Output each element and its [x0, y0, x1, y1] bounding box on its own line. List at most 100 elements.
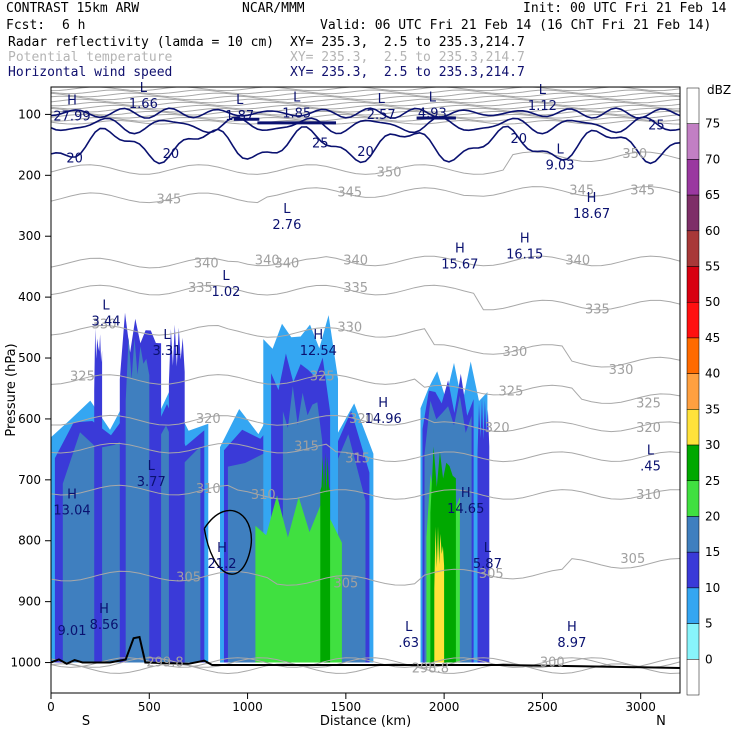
extremum-value: 5.87: [473, 557, 502, 572]
extremum-value: 16.15: [506, 248, 543, 263]
extremum-marker: L: [484, 541, 492, 556]
theta-isoline: [51, 151, 680, 175]
wind-isoline: [51, 107, 680, 119]
theta-label: 340: [343, 254, 368, 269]
field-reflectivity-xy: XY= 235.3, 2.5 to 235.3,214.7: [290, 35, 525, 50]
colorbar-label: 0: [705, 652, 713, 666]
colorbar-swatch: [686, 87, 700, 124]
colorbar-swatch: [686, 444, 700, 482]
y-tick-label: 300: [18, 229, 41, 243]
theta-isoline: [51, 414, 680, 433]
colorbar-swatch: [686, 123, 700, 160]
wind-isoline: [51, 125, 680, 165]
colorbar-swatch: [686, 301, 700, 339]
theta-label: 325: [636, 397, 661, 412]
theta-isoline: [51, 98, 680, 104]
theta-label: 350: [377, 165, 402, 180]
theta-label: 345: [157, 193, 182, 208]
extremum-marker: L: [647, 444, 655, 459]
theta-label: 300: [540, 656, 565, 671]
colorbar-label: 20: [705, 509, 720, 523]
extremum-marker: L: [429, 90, 437, 105]
theta-isoline: [51, 484, 680, 500]
extremum-value: 2.57: [367, 108, 396, 123]
extremum-marker: H: [313, 328, 323, 343]
extremum-marker: L: [140, 81, 148, 96]
theta-label: 298.8: [412, 662, 449, 677]
model-title: CONTRAST 15km ARW: [6, 1, 140, 16]
colorbar-swatch: [686, 623, 700, 660]
extremum-value: 14.96: [365, 412, 402, 427]
colorbar-swatch: [686, 230, 700, 267]
colorbar-label: 60: [705, 224, 720, 238]
theta-label: 320: [349, 412, 374, 427]
theta-label: 330: [609, 363, 634, 378]
y-tick-label: 100: [18, 107, 41, 121]
wind-isoline: [51, 116, 680, 135]
extremum-value: .45: [640, 460, 661, 475]
colorbar-label: 70: [705, 152, 720, 166]
theta-label: 325: [70, 369, 95, 384]
wind-label: 25: [648, 118, 665, 133]
theta-label: 320: [636, 421, 661, 436]
colorbar-swatch: [686, 551, 700, 589]
theta-isoline: [51, 104, 680, 110]
theta-isoline: [51, 663, 680, 675]
x-end-left: S: [82, 714, 90, 729]
extremum-value: 1.87: [225, 109, 254, 124]
x-tick-label: 0: [47, 700, 55, 714]
theta-label: 345: [630, 184, 655, 199]
theta-isoline: [51, 374, 680, 404]
field-wind-xy: XY= 235.3, 2.5 to 235.3,214.7: [290, 65, 525, 80]
forecast-hour: 6 h: [62, 18, 86, 33]
colorbar-swatch: [686, 266, 700, 303]
extremum-value: 3.44: [92, 315, 121, 330]
x-axis-label: Distance (km): [320, 714, 411, 729]
theta-label: 305: [620, 552, 645, 567]
theta-label: 315: [345, 452, 370, 467]
theta-label: 299.8: [146, 656, 183, 671]
theta-isoline: [51, 107, 680, 113]
theta-label: 335: [188, 281, 213, 296]
theta-label: 325: [310, 369, 335, 384]
extremum-marker: H: [461, 486, 471, 501]
theta-label: 340: [274, 257, 299, 272]
extremum-value: 14.65: [447, 502, 484, 517]
valid-time: Valid: 06 UTC Fri 21 Feb 14 (16 ChT Fri …: [320, 18, 712, 33]
extremum-marker: L: [222, 269, 230, 284]
x-tick-label: 500: [138, 700, 161, 714]
colorbar-label: 5: [705, 617, 713, 631]
plot-frame: [50, 86, 681, 694]
x-tick-label: 2500: [527, 700, 558, 714]
theta-label: 315: [294, 439, 319, 454]
theta-isoline: [51, 284, 680, 311]
colorbar-label: 15: [705, 545, 720, 559]
extremum-marker: H: [67, 487, 77, 502]
extremum-value: 1.12: [528, 99, 557, 114]
reflectivity-cell: [168, 324, 185, 663]
theta-label: 305: [176, 570, 201, 585]
y-tick-label: 500: [18, 351, 41, 365]
wind-label: 20: [66, 151, 83, 166]
forecast-label: Fcst:: [6, 18, 46, 33]
field-theta: Potential temperature: [8, 50, 173, 65]
y-tick-label: 600: [18, 412, 41, 426]
y-tick-label: 1000: [10, 656, 41, 670]
colorbar-swatch: [686, 373, 700, 410]
y-tick-label: 800: [18, 534, 41, 548]
x-tick-label: 3000: [625, 700, 656, 714]
colorbar-swatch: [686, 516, 700, 553]
x-tick-label: 1500: [331, 700, 362, 714]
extremum-marker: L: [102, 299, 110, 314]
extremum-value: 9.01: [58, 624, 87, 639]
theta-isoline: [51, 657, 680, 668]
theta-isoline: [51, 185, 680, 204]
extremum-value: 1.02: [211, 285, 240, 300]
colorbar-swatch: [686, 337, 700, 374]
terrain-line: [51, 635, 680, 669]
extremum-marker: L: [236, 93, 244, 108]
reflectivity-cell: [125, 337, 150, 663]
reflectivity-cell: [320, 452, 331, 663]
reflectivity-cell: [255, 495, 342, 663]
